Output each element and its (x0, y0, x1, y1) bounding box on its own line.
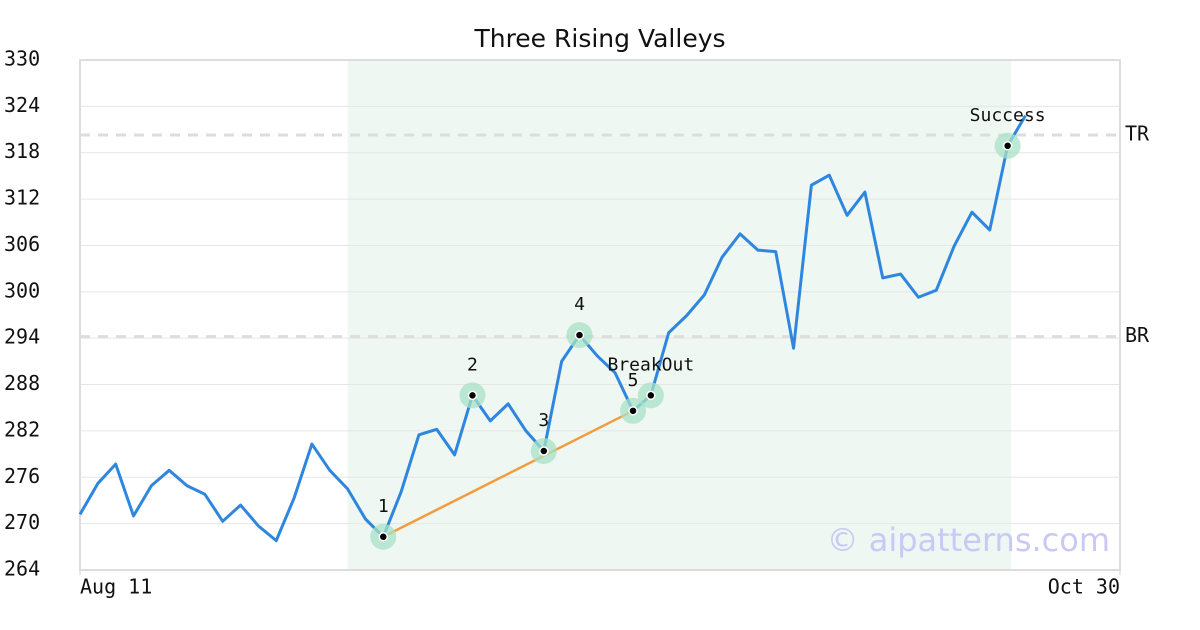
y-tick-label: 324 (4, 93, 40, 117)
level-label: TR (1125, 121, 1150, 145)
level-label: BR (1125, 323, 1150, 347)
y-tick-label: 282 (4, 417, 40, 441)
watermark: © aipatterns.com (827, 521, 1110, 559)
y-tick-label: 312 (4, 186, 40, 210)
annotation-label: 3 (538, 410, 549, 431)
annotation-label: Success (970, 105, 1046, 126)
y-tick-label: 300 (4, 278, 40, 302)
annotation-dot (539, 446, 549, 456)
y-tick-label: 270 (4, 510, 40, 534)
y-tick-label: 318 (4, 139, 40, 163)
x-tick-label: Aug 11 (80, 575, 152, 599)
x-tick-label: Oct 30 (1048, 575, 1120, 599)
plot-border (79, 59, 1121, 571)
y-tick-label: 330 (4, 47, 40, 71)
trend-line (382, 409, 634, 538)
annotation-dot (646, 390, 656, 401)
y-tick-label: 276 (4, 464, 40, 488)
annotation-dot (574, 330, 585, 340)
annotation-label: 4 (574, 294, 585, 315)
chart-title: Three Rising Valleys (473, 24, 725, 53)
annotation-label: BreakOut (607, 354, 694, 375)
y-tick-label: 264 (4, 557, 40, 581)
y-tick-label: 288 (4, 371, 40, 395)
annotation-dot (467, 390, 478, 401)
y-tick-label: 294 (4, 325, 40, 349)
annotation-label: 5 (628, 370, 639, 391)
annotation-dot (378, 532, 389, 542)
annotation-dot (628, 406, 638, 416)
price-line (78, 114, 1027, 543)
annotation-label: 2 (467, 354, 478, 375)
annotation-dot (1002, 141, 1013, 151)
annotation-label: 1 (378, 496, 389, 517)
y-tick-label: 306 (4, 232, 40, 256)
highlight-region (347, 60, 1012, 570)
